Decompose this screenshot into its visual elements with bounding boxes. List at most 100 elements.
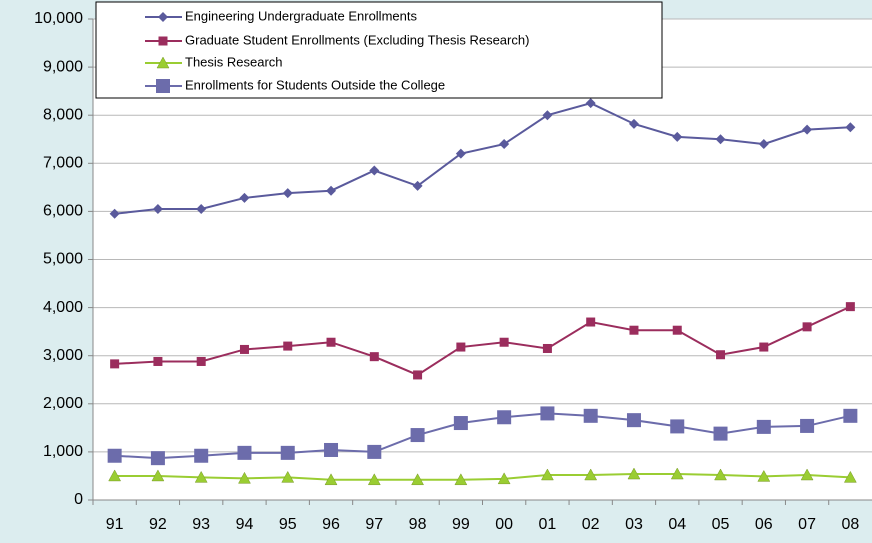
data-point	[540, 468, 554, 481]
data-point	[456, 342, 466, 352]
data-point	[670, 419, 685, 434]
data-point	[410, 428, 425, 443]
data-point	[196, 203, 207, 214]
legend-label: Graduate Student Enrollments (Excluding …	[185, 32, 529, 47]
y-tick-label: 0	[74, 491, 83, 508]
y-tick-label: 10,000	[34, 10, 83, 27]
x-tick-label: 02	[582, 516, 600, 533]
data-point	[108, 469, 122, 482]
x-tick-label: 04	[668, 516, 686, 533]
data-point	[584, 468, 598, 481]
data-point	[758, 139, 769, 150]
legend-marker	[156, 56, 170, 69]
x-tick-label: 08	[841, 516, 859, 533]
data-point	[542, 343, 552, 353]
data-point	[237, 445, 252, 460]
data-point	[497, 472, 511, 485]
data-point	[453, 416, 468, 431]
y-tick-label: 8,000	[43, 106, 83, 123]
data-point	[627, 467, 641, 480]
data-point	[542, 110, 553, 121]
x-tick-label: 03	[625, 516, 643, 533]
data-point	[670, 467, 684, 480]
data-point	[153, 356, 163, 366]
series-line	[114, 412, 851, 460]
x-tick-label: 05	[712, 516, 730, 533]
y-tick-label: 4,000	[43, 299, 83, 316]
x-tick-label: 96	[322, 516, 340, 533]
x-tick-label: 98	[409, 516, 427, 533]
data-point	[802, 124, 813, 135]
data-point	[716, 350, 726, 360]
x-tick-label: 00	[495, 516, 513, 533]
x-tick-label: 06	[755, 516, 773, 533]
x-tick-label: 01	[539, 516, 557, 533]
data-point	[759, 342, 769, 352]
series-line	[114, 305, 851, 377]
legend-marker	[158, 12, 168, 22]
y-tick-label: 1,000	[43, 443, 83, 460]
y-tick-label: 7,000	[43, 155, 83, 172]
data-point	[800, 418, 815, 433]
data-point	[713, 426, 728, 441]
data-point	[239, 192, 250, 203]
data-point	[283, 341, 293, 351]
data-point	[499, 337, 509, 347]
data-point	[280, 445, 295, 460]
x-tick-label: 07	[798, 516, 816, 533]
data-point	[455, 148, 466, 159]
data-point	[326, 337, 336, 347]
data-point	[802, 322, 812, 332]
data-point	[196, 356, 206, 366]
data-point	[845, 302, 855, 312]
data-point	[454, 473, 468, 486]
data-point	[629, 325, 639, 335]
data-point	[499, 139, 510, 150]
legend-label: Engineering Undergraduate Enrollments	[185, 8, 417, 23]
data-point	[757, 469, 771, 482]
x-tick-label: 95	[279, 516, 297, 533]
data-point	[110, 359, 120, 369]
y-tick-label: 5,000	[43, 251, 83, 268]
legend-label: Enrollments for Students Outside the Col…	[185, 77, 445, 92]
legend-marker	[156, 79, 170, 93]
data-point	[583, 408, 598, 423]
data-point	[151, 469, 165, 482]
x-tick-label: 94	[236, 516, 254, 533]
data-point	[672, 325, 682, 335]
legend-label: Thesis Research	[185, 54, 283, 69]
data-point	[194, 470, 208, 483]
data-point	[843, 408, 858, 423]
data-point	[282, 188, 293, 199]
y-tick-label: 2,000	[43, 395, 83, 412]
data-point	[152, 203, 163, 214]
series-line	[114, 473, 851, 481]
data-point	[497, 410, 512, 425]
data-point	[715, 134, 726, 145]
data-point	[586, 317, 596, 327]
data-point	[412, 180, 423, 191]
data-point	[628, 118, 639, 129]
data-point	[109, 208, 120, 219]
data-point	[367, 473, 381, 486]
data-point	[800, 468, 814, 481]
data-point	[150, 451, 165, 466]
data-point	[411, 473, 425, 486]
data-point	[540, 406, 555, 421]
data-point	[324, 442, 339, 457]
data-point	[324, 473, 338, 486]
data-point	[585, 98, 596, 109]
y-tick-label: 3,000	[43, 347, 83, 364]
data-point	[369, 352, 379, 362]
data-point	[714, 468, 727, 481]
data-point	[107, 448, 122, 463]
data-point	[672, 131, 683, 142]
data-point	[367, 444, 382, 459]
x-tick-label: 93	[192, 516, 210, 533]
y-tick-label: 6,000	[43, 203, 83, 220]
series-line	[114, 102, 851, 215]
data-point	[326, 185, 337, 196]
data-point	[369, 165, 380, 176]
y-tick-label: 9,000	[43, 58, 83, 75]
